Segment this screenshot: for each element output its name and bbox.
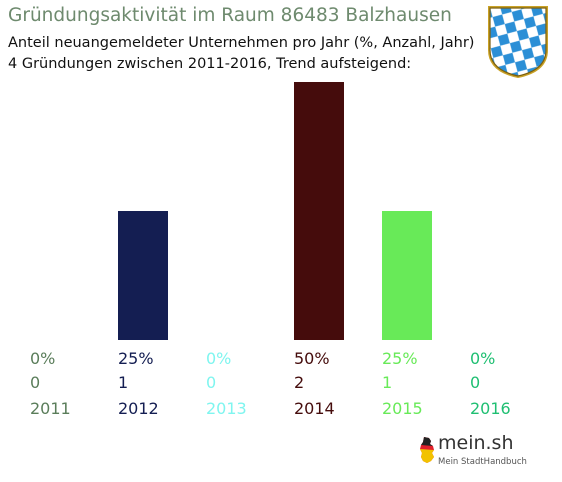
bar-2014 [294, 82, 344, 340]
chart-title: Gründungsaktivität im Raum 86483 Balzhau… [8, 5, 452, 26]
percent-label-2011: 0% [30, 349, 55, 368]
percent-label-2014: 50% [294, 349, 330, 368]
germany-map-icon [420, 437, 434, 463]
count-label-2014: 2 [294, 373, 304, 392]
brand-tagline: Mein StadtHandbuch [438, 457, 527, 467]
percent-label-2013: 0% [206, 349, 231, 368]
percent-label-2012: 25% [118, 349, 154, 368]
count-label-2016: 0 [470, 373, 480, 392]
year-label-2013: 2013 [206, 399, 247, 418]
year-label-2016: 2016 [470, 399, 511, 418]
chart-summary: 4 Gründungen zwischen 2011-2016, Trend a… [8, 56, 412, 72]
year-label-2011: 2011 [30, 399, 71, 418]
bar-2015 [382, 211, 432, 340]
percent-label-2016: 0% [470, 349, 495, 368]
count-label-2012: 1 [118, 373, 128, 392]
bavaria-coat-of-arms-icon [488, 6, 548, 78]
count-label-2013: 0 [206, 373, 216, 392]
brand-name: mein.sh [438, 432, 514, 454]
brand-logo[interactable]: mein.sh Mein StadtHandbuch [416, 432, 527, 474]
count-label-2015: 1 [382, 373, 392, 392]
year-label-2015: 2015 [382, 399, 423, 418]
percent-label-2015: 25% [382, 349, 418, 368]
year-label-2012: 2012 [118, 399, 159, 418]
chart-subtitle: Anteil neuangemeldeter Unternehmen pro J… [8, 35, 475, 51]
count-label-2011: 0 [30, 373, 40, 392]
bar-2012 [118, 211, 168, 340]
year-label-2014: 2014 [294, 399, 335, 418]
